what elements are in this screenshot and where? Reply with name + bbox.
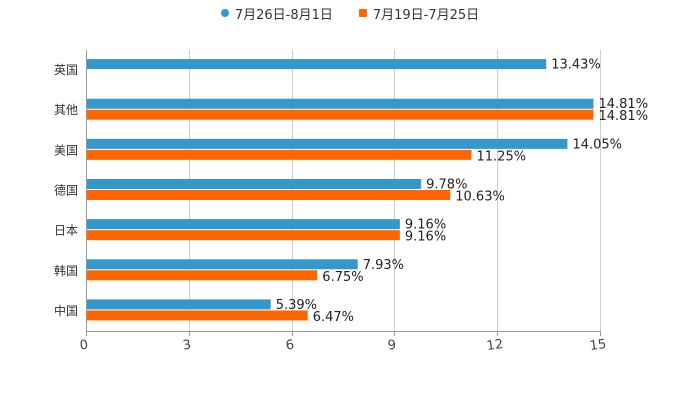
x-tick-label: 9 — [387, 338, 397, 354]
bar-series-a[interactable] — [87, 179, 422, 189]
category-label: 中国 — [54, 303, 78, 318]
value-label: 5.39% — [276, 298, 317, 313]
legend-label-series-b: 7月19日-7月25日 — [372, 7, 480, 23]
x-tick-label: 6 — [285, 338, 295, 354]
value-label: 11.25% — [477, 149, 527, 164]
bar-series-b[interactable] — [87, 190, 451, 200]
legend-label-series-a: 7月26日-8月1日 — [234, 7, 333, 23]
legend-item-series-a[interactable]: 7月26日-8月1日 — [220, 4, 333, 23]
x-tick-label: 3 — [182, 338, 192, 354]
bar-series-a[interactable] — [87, 98, 594, 109]
category-label: 德国 — [54, 183, 78, 198]
x-tick-label: 15 — [589, 337, 607, 354]
value-label: 13.43% — [551, 58, 601, 73]
value-label: 9.16% — [405, 230, 446, 245]
bar-series-a[interactable] — [87, 219, 400, 230]
legend-dot-icon — [220, 9, 229, 17]
chart-legend: 7月26日-8月1日 7月19日-7月25日 — [0, 4, 700, 23]
legend-square-icon — [358, 9, 367, 17]
value-label: 6.75% — [322, 270, 363, 285]
value-label: 7.93% — [363, 258, 404, 273]
value-label: 14.81% — [598, 109, 648, 124]
value-label: 6.47% — [313, 310, 354, 325]
value-label: 9.16% — [405, 218, 446, 233]
x-tick-label: 12 — [486, 337, 504, 354]
value-label: 14.05% — [572, 137, 622, 152]
category-label: 其他 — [54, 103, 78, 117]
category-label: 日本 — [54, 224, 78, 238]
bar-series-b[interactable] — [87, 270, 318, 281]
bar-series-a[interactable] — [87, 59, 547, 70]
category-label: 美国 — [54, 143, 78, 157]
category-label: 韩国 — [54, 263, 78, 278]
bar-series-a[interactable] — [87, 138, 568, 149]
x-tick-label: 0 — [79, 338, 89, 354]
value-label: 9.78% — [426, 178, 467, 193]
bar-series-b[interactable] — [87, 230, 400, 241]
bar-series-b[interactable] — [87, 149, 472, 160]
category-label: 英国 — [54, 63, 78, 77]
value-label: 10.63% — [455, 190, 505, 205]
bar-series-b[interactable] — [87, 310, 308, 321]
bar-series-b[interactable] — [87, 109, 594, 120]
bar-series-a[interactable] — [87, 299, 271, 310]
value-label: 14.81% — [598, 97, 648, 112]
legend-item-series-b[interactable]: 7月19日-7月25日 — [358, 4, 480, 23]
bar-series-a[interactable] — [87, 259, 358, 270]
